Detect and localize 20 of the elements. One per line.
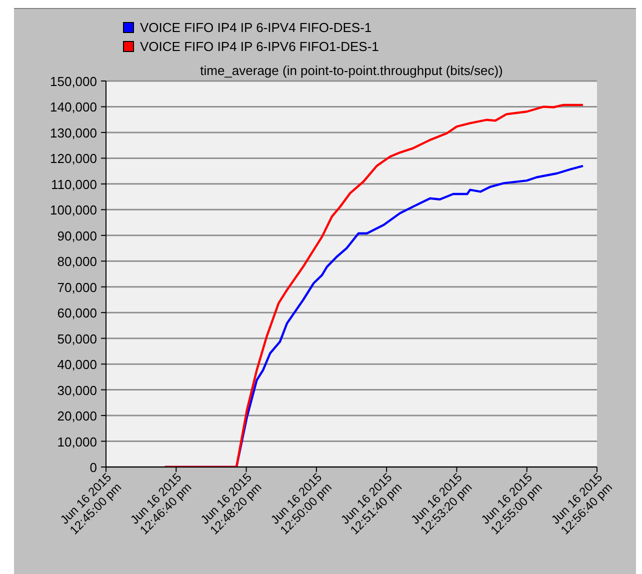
y-tick-label: 60,000 (57, 306, 97, 321)
chart-title: time_average (in point-to-point.throughput (bits/sec)) (199, 63, 504, 78)
line-series (164, 104, 584, 467)
y-tick-label: 0 (90, 460, 97, 475)
y-tick-label: 50,000 (57, 331, 97, 346)
y-tick-label: 30,000 (57, 382, 97, 398)
y-tick-label: 80,000 (57, 254, 97, 270)
y-tick-label: 90,000 (57, 228, 97, 244)
y-tick-label: 70,000 (57, 280, 97, 295)
y-tick-label: 40,000 (57, 357, 97, 372)
y-tick-label: 130,000 (50, 125, 97, 140)
y-tick-label: 20,000 (57, 408, 97, 424)
y-tick-label: 120,000 (50, 151, 97, 166)
y-tick-label: 150,000 (50, 74, 97, 89)
y-tick-label: 100,000 (50, 202, 97, 218)
y-tick-label: 110,000 (50, 176, 97, 192)
y-tick-label: 10,000 (57, 434, 97, 450)
legend-label: VOICE FIFO IP4 IP 6-IPV6 FIFO1-DES-1 (140, 39, 379, 54)
legend-label: VOICE FIFO IP4 IP 6-IPV4 FIFO-DES-1 (140, 20, 372, 35)
y-tick-label: 140,000 (50, 100, 97, 115)
